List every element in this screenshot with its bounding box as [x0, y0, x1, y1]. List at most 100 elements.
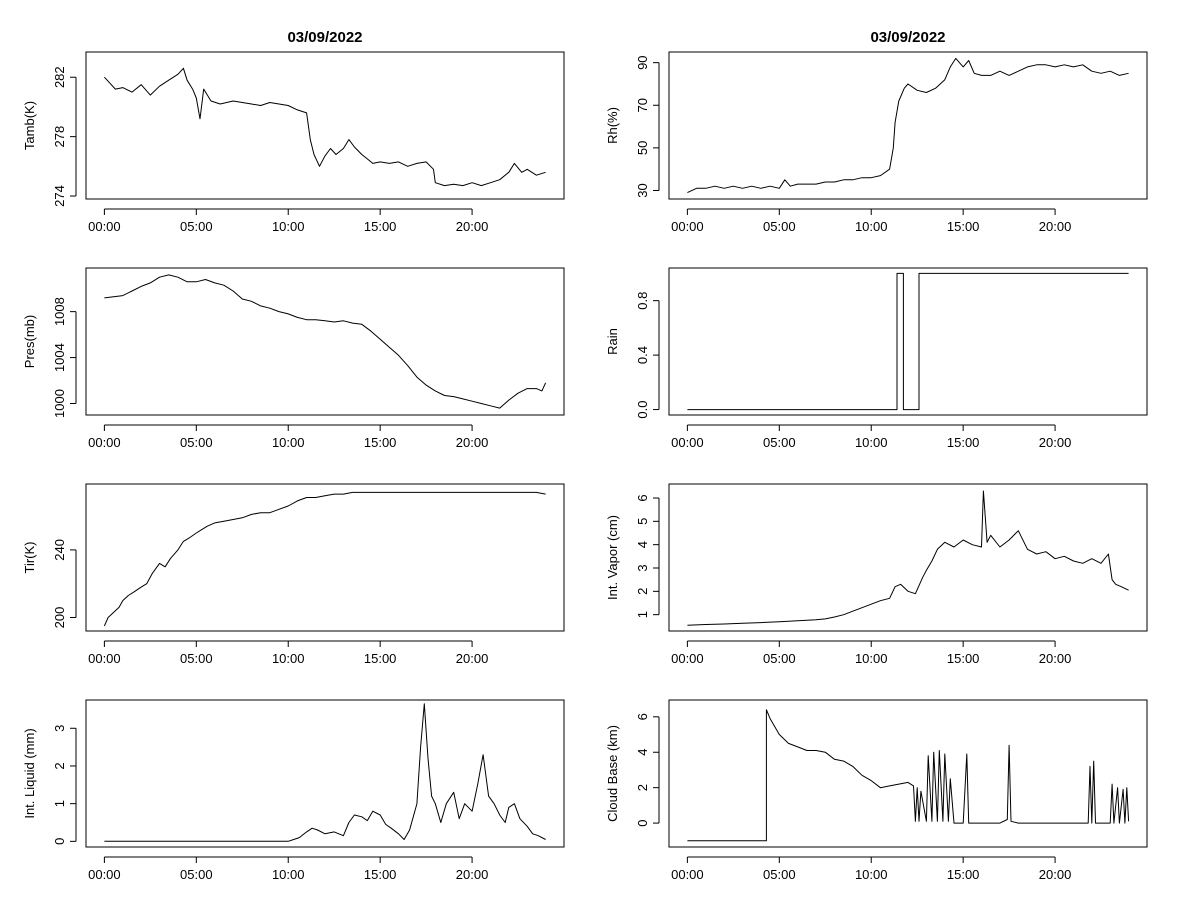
x-tick-label: 20:00: [456, 219, 489, 234]
y-tick-label: 0.0: [635, 401, 650, 419]
panel-tir: Tir(K) 00:00 05:00 10:00 15:00 20:00 200 240: [22, 483, 565, 666]
plot-frame: [668, 483, 1148, 632]
y-tick-label: 0.4: [635, 346, 650, 364]
y-axis-label: Rain: [605, 328, 620, 355]
data-series-line: [104, 703, 546, 842]
x-tick-label: 20:00: [456, 435, 489, 450]
x-tick-label: 15:00: [364, 651, 397, 666]
y-axis-label: Int. Liquid (mm): [22, 728, 37, 818]
y-tick-label: 1004: [52, 343, 67, 372]
y-tick-label: 282: [52, 66, 67, 88]
y-axis-label: Tir(K): [22, 541, 37, 573]
x-tick-label: 05:00: [763, 435, 796, 450]
x-tick-label: 05:00: [763, 867, 796, 882]
x-tick-label: 10:00: [855, 867, 888, 882]
panel-pres: Pres(mb) 00:00 05:00 10:00 15:00 20:00100010…: [22, 267, 565, 450]
x-axis: 00:00 05:00 10:00 15:00 20:00: [671, 208, 1072, 234]
panel-cloud-base: Cloud Base (km) 00:00 05:00 10:00 15:00 20:0…: [605, 699, 1148, 882]
y-tick-label: 2: [635, 588, 650, 595]
x-tick-label: 10:00: [855, 435, 888, 450]
x-tick-label: 00:00: [88, 867, 121, 882]
y-tick-label: 3: [52, 725, 67, 732]
x-tick-label: 20:00: [1039, 867, 1072, 882]
x-tick-label: 20:00: [456, 651, 489, 666]
x-tick-label: 10:00: [272, 867, 305, 882]
x-tick-label: 10:00: [272, 435, 305, 450]
y-axis: 0.0 0.4 0.8: [635, 292, 660, 419]
data-series-line: [687, 490, 1129, 626]
x-tick-label: 10:00: [855, 651, 888, 666]
data-series-line: [104, 67, 546, 187]
y-axis-label: Cloud Base (km): [605, 725, 620, 822]
panel-tamb: 03/09/2022 Tamb(K) 00:00 05:00 10:00 15:00 2…: [22, 29, 565, 234]
y-tick-label: 200: [52, 607, 67, 629]
y-tick-label: 50: [635, 141, 650, 155]
y-tick-label: 5: [635, 518, 650, 525]
data-series-line: [687, 709, 1130, 842]
x-tick-label: 00:00: [671, 219, 704, 234]
y-tick-label: 2: [52, 762, 67, 769]
x-axis: 00:00 05:00 10:00 15:00 20:00: [671, 640, 1072, 666]
y-axis-label: Tamb(K): [22, 101, 37, 150]
x-axis: 00:00 05:00 10:00 15:00 20:00: [88, 424, 489, 450]
x-tick-label: 00:00: [671, 867, 704, 882]
y-tick-label: 2: [635, 784, 650, 791]
x-tick-label: 05:00: [180, 435, 213, 450]
data-series-line: [103, 491, 546, 627]
data-series-line: [687, 272, 1129, 411]
x-tick-label: 20:00: [1039, 219, 1072, 234]
panel-rh: 03/09/2022 Rh(%) 00:00 05:00 10:00 15:00 20:…: [605, 29, 1148, 234]
x-tick-label: 00:00: [88, 651, 121, 666]
y-tick-label: 1: [52, 800, 67, 807]
y-tick-label: 1: [635, 611, 650, 618]
x-tick-label: 10:00: [272, 219, 305, 234]
y-tick-label: 278: [52, 126, 67, 148]
x-tick-label: 05:00: [763, 219, 796, 234]
x-tick-label: 00:00: [671, 651, 704, 666]
panel-int-liquid: Int. Liquid (mm) 00:00 05:00 10:00 15:00 20:…: [22, 699, 565, 882]
y-axis: 0 2 4 6: [635, 713, 660, 827]
y-axis: 274 278 282: [52, 66, 77, 207]
plot-frame: [85, 483, 565, 632]
y-tick-label: 1008: [52, 297, 67, 326]
y-tick-label: 90: [635, 55, 650, 69]
y-tick-label: 0: [52, 838, 67, 845]
x-tick-label: 00:00: [671, 435, 704, 450]
y-tick-label: 274: [52, 185, 67, 207]
x-tick-label: 05:00: [763, 651, 796, 666]
panel-int-vapor: Int. Vapor (cm) 00:00 05:00 10:00 15:00 20:0…: [605, 483, 1148, 666]
panel-title: 03/09/2022: [870, 29, 945, 46]
x-axis: 00:00 05:00 10:00 15:00 20:00: [88, 208, 489, 234]
y-tick-label: 0.8: [635, 292, 650, 310]
x-tick-label: 15:00: [364, 867, 397, 882]
plot-frame: [668, 51, 1148, 200]
plot-frame: [85, 699, 565, 848]
x-tick-label: 15:00: [947, 435, 980, 450]
x-tick-label: 05:00: [180, 651, 213, 666]
x-tick-label: 15:00: [364, 435, 397, 450]
y-axis-label: Rh(%): [605, 107, 620, 144]
y-tick-label: 4: [635, 749, 650, 756]
y-tick-label: 240: [52, 539, 67, 561]
x-axis: 00:00 05:00 10:00 15:00 20:00: [88, 640, 489, 666]
x-tick-label: 15:00: [947, 219, 980, 234]
y-axis: 1000 1004 1008: [52, 297, 77, 418]
x-tick-label: 00:00: [88, 219, 121, 234]
x-tick-label: 10:00: [272, 651, 305, 666]
data-series-line: [104, 274, 547, 409]
x-tick-label: 05:00: [180, 867, 213, 882]
y-tick-label: 6: [635, 494, 650, 501]
plot-frame: [668, 699, 1148, 848]
x-tick-label: 20:00: [1039, 651, 1072, 666]
y-axis: 30 50 70 90: [635, 55, 660, 198]
x-tick-label: 15:00: [364, 219, 397, 234]
y-tick-label: 4: [635, 541, 650, 548]
x-tick-label: 05:00: [180, 219, 213, 234]
x-tick-label: 20:00: [1039, 435, 1072, 450]
y-tick-label: 70: [635, 98, 650, 112]
x-tick-label: 15:00: [947, 651, 980, 666]
x-tick-label: 10:00: [855, 219, 888, 234]
y-tick-label: 30: [635, 183, 650, 197]
